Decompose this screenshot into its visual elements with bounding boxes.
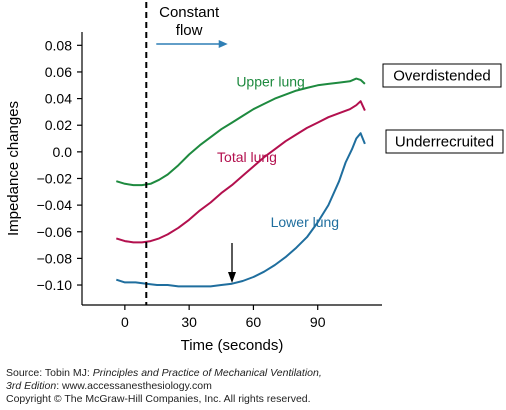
upper-lung-label: Upper lung [236,74,305,90]
y-tick-label: −0.04 [37,197,73,213]
y-tick-label: 0.04 [45,91,72,107]
lower-lung-line [116,132,366,288]
source-prefix: Source: Tobin MJ: [6,367,93,379]
source-line-1: Source: Tobin MJ: Principles and Practic… [6,367,322,380]
x-tick-label: 30 [181,314,197,330]
source-edition: 3rd Edition [6,380,57,392]
lower-lung-label: Lower lung [271,214,340,230]
y-tick-label: 0.0 [53,144,73,160]
annotations: Constant flow Overdistended Underrecruited [145,2,504,305]
total-lung-line [116,100,366,244]
y-tick-label: −0.02 [37,170,73,186]
source-url: : www.accessanesthesiology.com [56,380,212,392]
total-lung-label: Total lung [217,149,277,165]
source-credit: Source: Tobin MJ: Principles and Practic… [6,367,322,406]
axes [81,32,382,306]
source-book-title: Principles and Practice of Mechanical Ve… [92,367,322,379]
copyright-line: Copyright © The McGraw-Hill Companies, I… [6,393,311,405]
tick-labels: 0.08 0.06 0.04 0.02 0.0 −0.02 −0.04 −0.06 −0.08 −… [37,37,326,330]
tick-marks [77,44,319,310]
underrecruited-box [385,129,504,154]
x-tick-label: 60 [246,314,262,330]
y-tick-label: −0.08 [37,250,73,266]
y-tick-label: −0.10 [37,277,73,293]
x-tick-label: 0 [121,314,129,330]
impedance-chart: 0.08 0.06 0.04 0.02 0.0 −0.02 −0.04 −0.06 −0.08 −… [5,2,504,354]
y-tick-label: −0.06 [37,224,73,240]
series-lines: Upper lung Total lung Lower lung [116,74,366,288]
constant-flow-label: Constant flow [159,4,220,39]
x-axis-label: Time (seconds) [181,337,284,354]
inflection-arrow-head [228,272,236,283]
upper-lung-line [116,77,366,187]
y-tick-label: 0.02 [45,117,72,133]
y-tick-label: 0.06 [45,64,72,80]
x-tick-label: 90 [310,314,326,330]
flow-arrow-head [218,40,228,48]
y-axis-label: Impedance changes [5,101,22,236]
source-line-2: 3rd Edition: www.accessanesthesiology.co… [6,380,322,393]
overdistended-box [382,63,502,88]
overdistended-label: Overdistended [393,68,491,85]
y-tick-label: 0.08 [45,37,72,53]
underrecruited-label: Underrecruited [395,134,494,151]
